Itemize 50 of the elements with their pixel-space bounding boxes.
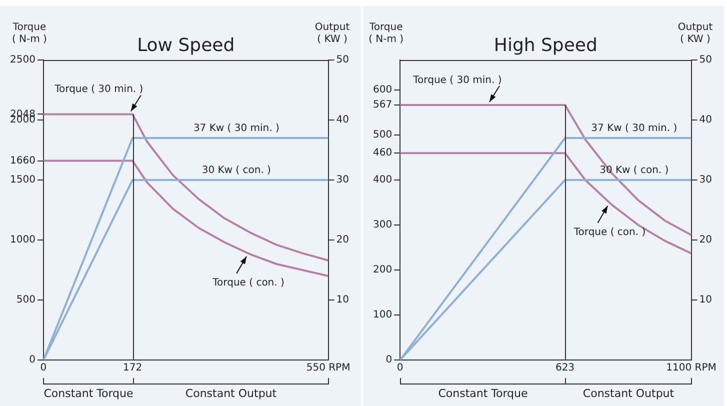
chart-title: High Speed [494, 35, 598, 56]
text: Constant Output [185, 387, 278, 400]
y2-tick-label: 10 [336, 294, 350, 306]
y-tick-label: 600 [372, 84, 392, 96]
text: Constant Torque [44, 387, 134, 400]
chart-title: Low Speed [137, 35, 235, 56]
y2-axis-title: Output ( KW ) [314, 22, 350, 45]
series-label: 30 Kw ( con. ) [202, 165, 272, 176]
y2-tick-label: 50 [699, 54, 712, 66]
y-axis-title: Torque ( N-m ) [368, 22, 404, 45]
x-tick-label: 550 RPM [306, 362, 350, 374]
y-tick-label: 567 [372, 100, 392, 111]
y-tick-label: 400 [372, 174, 392, 186]
y-tick-label: 460 [372, 148, 392, 159]
y-tick-label: 2500 [10, 54, 36, 66]
y-axis-title: Torque ( N-m ) [12, 22, 48, 45]
x-tick-label: 0 [40, 362, 47, 374]
series-label: 37 Kw ( 30 min. ) [591, 123, 678, 134]
series-label: Torque ( 30 min. ) [412, 74, 502, 86]
y-tick-label: 1000 [10, 234, 36, 246]
y2-tick-label: 40 [699, 114, 712, 126]
x-tick-label: 623 [555, 362, 575, 374]
series-label: Torque ( con. ) [572, 226, 646, 238]
y-tick-label: 1500 [10, 174, 36, 186]
y2-tick-label: 10 [699, 294, 712, 306]
series-label: 30 Kw ( con. ) [600, 165, 669, 176]
y-tick-label: 0 [386, 354, 392, 366]
y2-axis-title: Output ( KW ) [678, 22, 713, 45]
y2-tick-label: 20 [336, 234, 350, 246]
text: Constant Output [582, 387, 675, 400]
y-tick-label: 1660 [10, 155, 36, 166]
y-tick-label: 200 [372, 264, 392, 276]
y2-tick-label: 30 [336, 174, 350, 186]
y2-tick-label: 40 [336, 114, 350, 126]
x-tick-label: 0 [396, 362, 404, 374]
y2-tick-label: 20 [699, 234, 712, 246]
y2-tick-label: 50 [336, 54, 350, 66]
x-tick-label: 1100 RPM [666, 362, 716, 374]
series-label: 37 Kw ( 30 min. ) [193, 123, 280, 134]
series-label: Torque ( 30 min. ) [54, 84, 144, 96]
y-tick-label: 2000 [10, 114, 36, 126]
y2-tick-label: 30 [699, 174, 712, 186]
series-label: Torque ( con. ) [212, 277, 285, 288]
y-tick-label: 300 [372, 220, 392, 231]
text: Constant Torque [438, 387, 528, 400]
y-tick-label: 0 [29, 354, 36, 366]
y-tick-label: 500 [16, 294, 36, 306]
y-tick-label: 100 [372, 310, 392, 321]
y-tick-label: 500 [372, 130, 392, 141]
x-tick-label: 172 [122, 362, 142, 374]
